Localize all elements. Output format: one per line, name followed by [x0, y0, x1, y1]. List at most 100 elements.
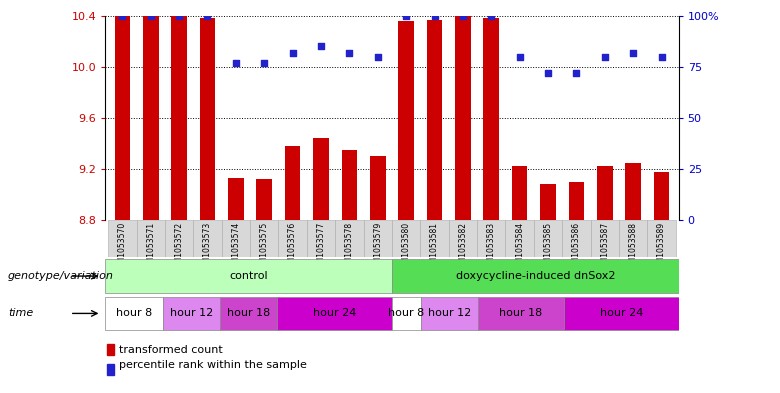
Point	[116, 13, 129, 19]
Text: GSM1053576: GSM1053576	[288, 222, 297, 273]
Point	[229, 60, 242, 66]
Point	[144, 13, 157, 19]
Text: hour 8: hour 8	[116, 309, 152, 318]
Bar	[477, 220, 505, 257]
Point	[542, 70, 555, 76]
Bar	[105, 297, 162, 330]
Text: genotype/variation: genotype/variation	[8, 271, 114, 281]
Bar	[136, 220, 165, 257]
Text: doxycycline-induced dnSox2: doxycycline-induced dnSox2	[456, 271, 615, 281]
Text: control: control	[229, 271, 268, 281]
Point	[286, 50, 299, 56]
Bar	[448, 220, 477, 257]
Text: GSM1053574: GSM1053574	[232, 222, 240, 273]
Bar	[512, 167, 527, 220]
Bar	[250, 220, 278, 257]
Point	[456, 13, 469, 19]
Text: hour 24: hour 24	[313, 309, 356, 318]
Bar	[200, 18, 215, 220]
Point	[655, 53, 668, 60]
Bar	[564, 297, 679, 330]
Bar	[541, 184, 556, 220]
Text: GSM1053578: GSM1053578	[345, 222, 354, 273]
Text: GSM1053584: GSM1053584	[515, 222, 524, 273]
Bar	[107, 364, 115, 375]
Bar	[307, 220, 335, 257]
Bar	[392, 259, 679, 293]
Point	[201, 13, 214, 19]
Point	[570, 70, 583, 76]
Text: GSM1053589: GSM1053589	[657, 222, 666, 273]
Point	[371, 53, 384, 60]
Bar	[534, 220, 562, 257]
Point	[627, 50, 640, 56]
Text: GSM1053571: GSM1053571	[146, 222, 155, 273]
Bar	[455, 0, 470, 220]
Text: time: time	[8, 309, 33, 318]
Point	[258, 60, 271, 66]
Text: GSM1053575: GSM1053575	[260, 222, 269, 273]
Bar	[108, 220, 136, 257]
Bar	[590, 220, 619, 257]
Point	[173, 13, 186, 19]
Bar	[478, 297, 564, 330]
Bar	[427, 20, 442, 220]
Text: GSM1053570: GSM1053570	[118, 222, 127, 273]
Bar	[392, 220, 420, 257]
Bar	[647, 220, 675, 257]
Bar	[597, 167, 612, 220]
Point	[428, 13, 441, 19]
Bar	[228, 178, 243, 220]
Point	[485, 13, 498, 19]
Text: GSM1053577: GSM1053577	[317, 222, 325, 273]
Text: GSM1053582: GSM1053582	[459, 222, 467, 273]
Text: GSM1053587: GSM1053587	[601, 222, 609, 273]
Text: hour 18: hour 18	[227, 309, 270, 318]
Point	[343, 50, 356, 56]
Text: transformed count: transformed count	[119, 345, 223, 355]
Bar	[278, 297, 392, 330]
Bar	[107, 344, 115, 355]
Bar	[314, 138, 329, 220]
Bar	[220, 297, 278, 330]
Text: GSM1053585: GSM1053585	[544, 222, 552, 273]
Bar	[420, 297, 478, 330]
Bar	[505, 220, 534, 257]
Bar	[569, 182, 584, 220]
Text: GSM1053572: GSM1053572	[175, 222, 183, 273]
Bar	[222, 220, 250, 257]
Text: GSM1053579: GSM1053579	[374, 222, 382, 273]
Bar	[172, 0, 187, 220]
Point	[513, 53, 526, 60]
Bar	[626, 163, 641, 220]
Bar	[619, 220, 647, 257]
Text: hour 12: hour 12	[170, 309, 213, 318]
Bar	[162, 297, 220, 330]
Bar	[285, 146, 300, 220]
Bar	[105, 259, 392, 293]
Text: hour 24: hour 24	[600, 309, 643, 318]
Bar	[193, 220, 222, 257]
Text: hour 8: hour 8	[388, 309, 424, 318]
Bar	[342, 150, 357, 220]
Text: hour 18: hour 18	[499, 309, 543, 318]
Bar	[335, 220, 363, 257]
Bar	[257, 179, 272, 220]
Point	[598, 53, 611, 60]
Bar	[562, 220, 590, 257]
Bar	[484, 18, 499, 220]
Bar	[143, 0, 158, 220]
Bar	[392, 297, 420, 330]
Bar	[165, 220, 193, 257]
Text: hour 12: hour 12	[427, 309, 471, 318]
Bar	[370, 156, 385, 220]
Text: GSM1053586: GSM1053586	[572, 222, 581, 273]
Text: GSM1053580: GSM1053580	[402, 222, 410, 273]
Bar	[115, 0, 130, 220]
Point	[315, 43, 328, 50]
Text: GSM1053588: GSM1053588	[629, 222, 638, 273]
Bar	[420, 220, 448, 257]
Text: GSM1053581: GSM1053581	[430, 222, 439, 273]
Bar	[399, 21, 414, 220]
Bar	[363, 220, 392, 257]
